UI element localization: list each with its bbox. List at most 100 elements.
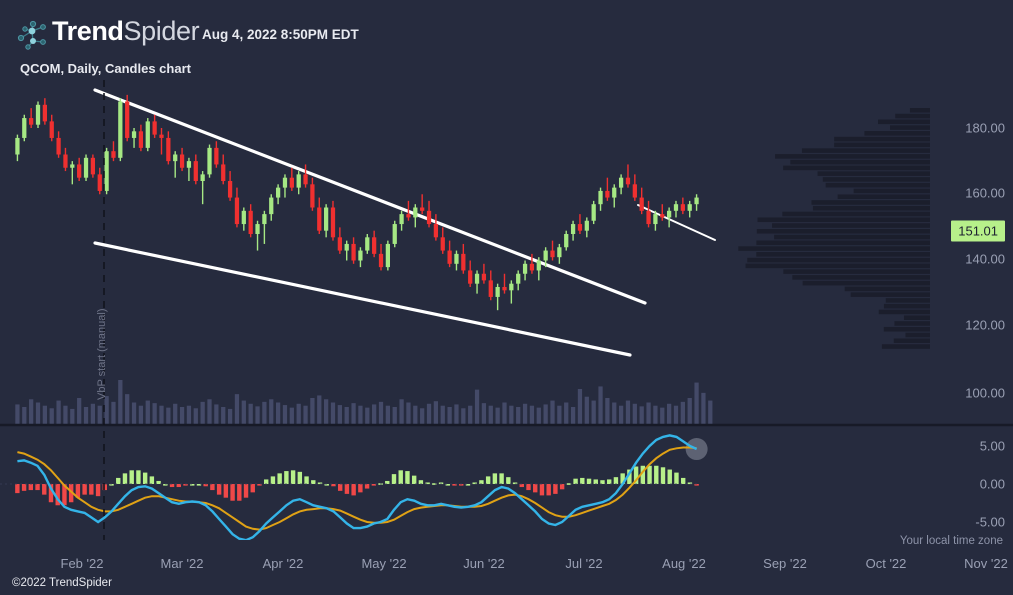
brand-trend: Trend [52,16,124,46]
volume-profile-bar [885,298,930,303]
candle-body [570,224,576,234]
candle-body [159,134,164,138]
macd-histogram-bar [411,475,417,484]
macd-histogram-bar [465,484,471,486]
volume-bar [269,399,274,425]
volume-profile-bar [790,159,930,165]
volume-profile-bar [909,108,930,113]
volume-bar [234,394,240,425]
timezone-note: Your local time zone [899,535,1003,547]
candle-body [612,187,617,198]
candle-body [131,131,137,138]
volume-bar [131,402,137,425]
macd-histogram-bar [640,465,646,484]
volume-bar [200,401,205,425]
macd-line [17,434,698,540]
volume-bar [591,400,596,425]
candle-body [522,263,528,274]
candle-body [83,157,89,178]
macd-histogram-bar [317,482,323,485]
time-axis-label: Mar '22 [160,556,204,571]
macd-histogram-bar [203,484,208,487]
macd-axis-label: 0.00 [979,476,1005,492]
candle-body [56,137,61,155]
macd-signal-line [17,446,697,531]
volume-bar [509,405,514,425]
volume-bar [474,389,480,425]
candle-body [152,121,157,135]
volume-profile-bar [894,321,930,326]
candle-body [426,210,432,225]
volume-profile-bar [811,200,930,205]
volume-bar [372,404,377,425]
macd-histogram-bar [512,482,518,485]
macd-histogram-bar [163,484,168,486]
candle-body [310,184,315,208]
candle-body [317,207,322,231]
candle-body [303,174,308,185]
volume-profile-bar [783,165,930,171]
volume-bar [159,405,164,425]
volume-bar [310,398,315,425]
volume-bar [468,405,473,425]
candle-body [358,250,363,261]
candle-body [248,210,253,234]
volume-bar [152,403,157,425]
volume-profile-bar [834,142,930,148]
macd-histogram-bar [176,484,181,488]
volume-bar [687,398,692,425]
candle-body [200,174,205,181]
volume-bar [612,402,617,425]
volume-profile-bar [850,292,930,297]
current-price-tag[interactable]: 151.01 [951,220,1005,242]
volume-profile-bar [783,269,930,274]
macd-histogram-bar [277,473,282,484]
macd-histogram-bar [48,484,54,503]
volume-bar [289,407,294,425]
candle-body [433,224,439,238]
volume-bar [584,396,589,425]
volume-bar [255,406,260,425]
macd-histogram-bar [210,484,215,491]
macd-histogram-bar [459,484,464,486]
macd-histogram-bar [190,484,195,486]
spider-network-icon [17,20,46,50]
candle-body [618,177,624,188]
volume-bar [324,399,329,425]
candle-body [502,287,507,291]
chart-plot-area[interactable] [0,80,1013,540]
volume-bar [296,403,301,425]
volume-profile-bar [756,252,930,257]
volume-profile-bar [878,309,930,315]
macd-histogram-bar [445,484,450,486]
candle-body [667,210,672,218]
volume-bar [227,408,233,425]
volume-bar [694,382,699,425]
volume-bar [667,403,672,425]
volume-bar [344,407,349,425]
macd-histogram-bar [385,480,390,484]
macd-lines-layer [17,434,708,540]
candle-body [186,161,192,168]
volume-bar [337,405,342,425]
volume-bar [385,405,390,425]
candle-body [399,214,404,225]
time-axis-label: Feb '22 [60,556,104,571]
volume-profile-bar [745,263,930,269]
macd-histogram-layer [0,465,700,506]
macd-histogram-bar [519,484,524,488]
volume-bar [77,398,82,425]
macd-histogram-bar [15,484,20,494]
candle-body [420,207,425,211]
candle-body [289,177,294,188]
candle-body [660,214,665,218]
macd-histogram-bar [257,484,262,486]
volume-bar [625,400,631,425]
macd-histogram-bar [391,474,397,484]
macd-histogram-bar [129,470,134,484]
macd-histogram-bar [371,484,377,486]
volume-bar [221,407,226,425]
volume-bar [104,396,109,425]
macd-histogram-bar [116,477,121,484]
candle-body [550,250,555,258]
